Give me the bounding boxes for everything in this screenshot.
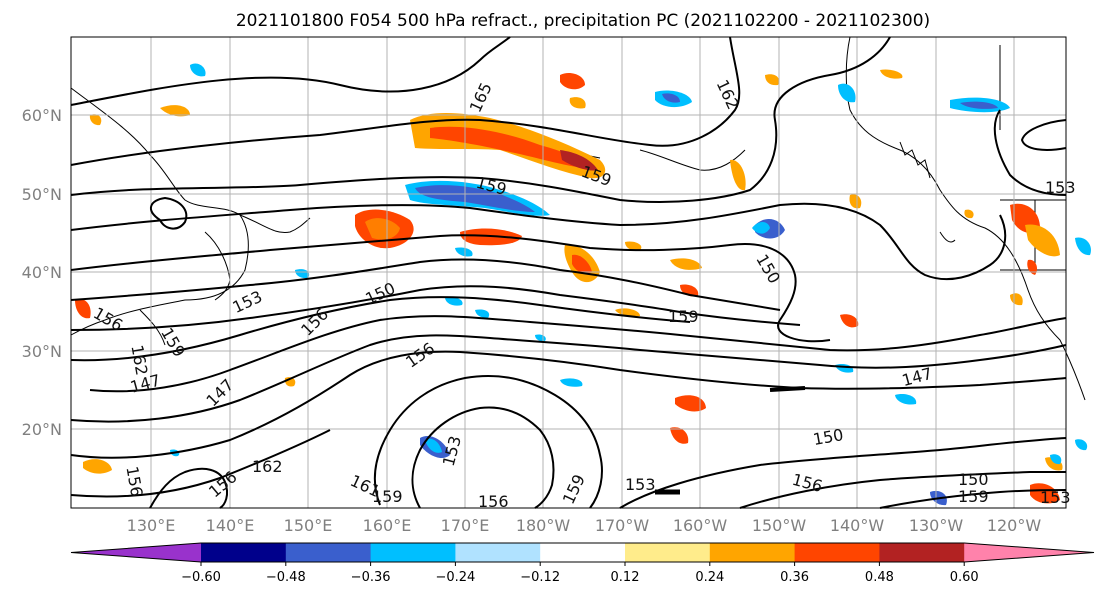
longitude-label: 150°W — [752, 516, 807, 535]
colorbar-segment — [625, 543, 711, 562]
contour-label: 159 — [668, 307, 699, 326]
colorbar-segment — [285, 543, 372, 562]
colorbar: −0.60 −0.48 −0.36 −0.24 −0.12 0.12 0.24 0.36 0.4… — [70, 542, 1095, 585]
longitude-label: 130°W — [909, 516, 964, 535]
latitude-label: 60°N — [22, 106, 62, 125]
colorbar-tick-label: 0.60 — [950, 570, 979, 585]
longitude-label: 140°E — [206, 516, 255, 535]
colorbar-segment — [540, 543, 626, 562]
longitude-label: 170°E — [441, 516, 490, 535]
longitude-label: 160°E — [363, 516, 412, 535]
colorbar-tick-label: −0.60 — [181, 570, 221, 585]
colorbar-segment — [455, 543, 541, 562]
longitude-labels: 130°E 140°E 150°E 160°E 170°E 180°W 170°… — [127, 516, 1042, 535]
contour-label: 153 — [1040, 488, 1071, 507]
contour-label: 159 — [372, 487, 403, 506]
colorbar-extend-min — [71, 543, 201, 562]
colorbar-extend-max — [964, 543, 1094, 562]
contour-label: 159 — [958, 487, 989, 506]
longitude-label: 160°W — [673, 516, 728, 535]
colorbar-tick-label: 0.36 — [780, 570, 809, 585]
contour-label: 153 — [625, 475, 656, 494]
colorbar-tick-label: 0.24 — [695, 570, 724, 585]
colorbar-tick-label: −0.36 — [351, 570, 391, 585]
longitude-label: 130°E — [127, 516, 176, 535]
graticule — [71, 37, 1066, 508]
colorbar-tick-label: 0.12 — [611, 570, 640, 585]
map-panel: 165 162 159 159 153 150 153 156 159 162 … — [70, 36, 1091, 511]
latitude-labels: 60°N 50°N 40°N 30°N 20°N — [22, 106, 62, 439]
colorbar-tick-label: 0.48 — [865, 570, 894, 585]
map-frame — [70, 36, 1067, 509]
latitude-label: 20°N — [22, 420, 62, 439]
longitude-label: 180°W — [516, 516, 571, 535]
colorbar-segment — [879, 543, 965, 562]
contour-label: 156 — [478, 492, 509, 511]
longitude-label: 150°E — [284, 516, 333, 535]
map-title: 2021101800 F054 500 hPa refract., precip… — [236, 11, 930, 31]
contour-label: 162 — [252, 457, 283, 476]
longitude-label: 170°W — [595, 516, 650, 535]
colorbar-segment — [201, 543, 287, 562]
colorbar-tick-label: −0.48 — [266, 570, 306, 585]
colorbar-tick-label: −0.12 — [520, 570, 560, 585]
colorbar-segment — [370, 543, 456, 562]
contour-lines — [70, 36, 1067, 509]
longitude-label: 120°W — [987, 516, 1042, 535]
contour-label: 150 — [958, 470, 989, 489]
colorbar-segment — [709, 543, 796, 562]
contour-labels: 165 162 159 159 153 150 153 156 159 162 … — [90, 77, 1075, 511]
colorbar-tick-label: −0.24 — [435, 570, 475, 585]
latitude-label: 40°N — [22, 263, 62, 282]
precipitation-shading — [75, 63, 1091, 506]
colorbar-segment — [794, 543, 880, 562]
latitude-label: 50°N — [22, 185, 62, 204]
contour-label: 153 — [1045, 178, 1076, 197]
longitude-label: 140°W — [830, 516, 885, 535]
latitude-label: 30°N — [22, 342, 62, 361]
